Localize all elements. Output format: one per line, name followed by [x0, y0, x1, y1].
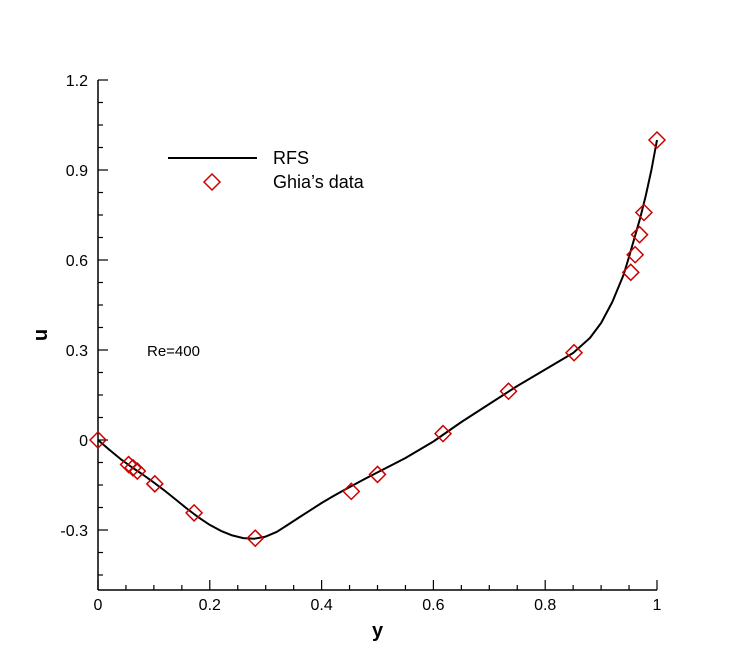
plot-area — [88, 130, 667, 548]
x-tick-label: 0.2 — [199, 597, 221, 614]
legend-rfs-label: RFS — [273, 148, 309, 168]
ghia-data-point — [564, 343, 584, 362]
ghia-data-point — [342, 482, 361, 501]
y-ticks: -0.3 0 0.3 0.6 0.9 1.2 — [60, 73, 108, 576]
y-axis-title: u — [30, 329, 52, 341]
reynolds-annotation: Re=400 — [147, 343, 200, 360]
ghia-data-point — [145, 474, 164, 493]
ghia-data-point — [368, 465, 387, 484]
ghia-data-point — [185, 503, 204, 522]
ghia-data-point — [499, 382, 518, 401]
y-tick-label: -0.3 — [60, 523, 88, 540]
ghia-data-point — [433, 424, 453, 443]
legend-ghia-label: Ghia’s data — [273, 172, 365, 192]
legend: RFS Ghia’s data — [168, 148, 365, 192]
y-tick-label: 0.3 — [66, 343, 88, 360]
x-ticks: 0 0.2 0.4 0.6 0.8 1 — [94, 580, 662, 614]
x-tick-label: 0.8 — [534, 597, 556, 614]
ghia-data-point — [119, 455, 138, 474]
y-tick-label: 0 — [79, 433, 88, 450]
x-tick-label: 0 — [94, 597, 103, 614]
ghia-data-point — [128, 461, 147, 481]
ghia-data-point — [621, 263, 640, 282]
x-tick-label: 1 — [653, 597, 662, 614]
x-axis-title: y — [372, 620, 384, 642]
ghia-data-point — [88, 430, 108, 450]
ghia-data-point — [647, 130, 667, 150]
ghia-data-point — [626, 245, 645, 264]
ghia-data-point — [123, 458, 142, 477]
y-tick-label: 0.9 — [66, 163, 88, 180]
x-tick-label: 0.4 — [310, 597, 332, 614]
ghia-data-point — [634, 203, 653, 222]
axes — [97, 80, 657, 591]
y-tick-label: 0.6 — [66, 253, 88, 270]
x-tick-label: 0.6 — [422, 597, 444, 614]
ghia-data-point — [630, 225, 649, 244]
legend-ghia-swatch — [202, 172, 222, 192]
ghia-data-point — [246, 529, 265, 548]
rfs-series-line — [97, 139, 658, 540]
y-tick-label: 1.2 — [66, 73, 88, 90]
